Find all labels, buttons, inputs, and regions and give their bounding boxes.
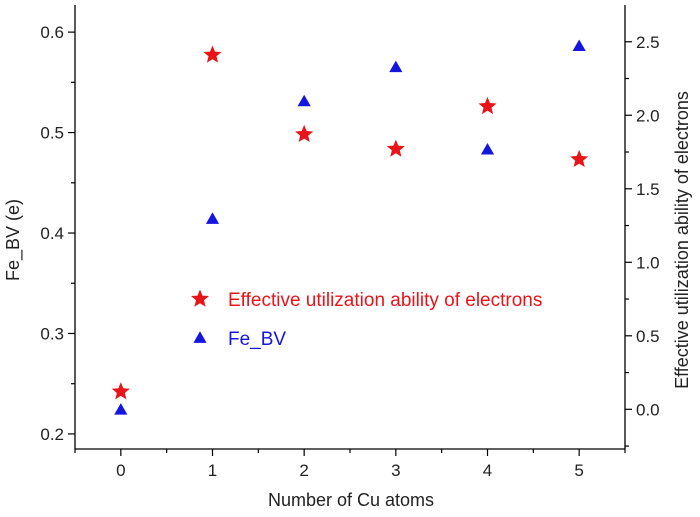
y-left-tick-label: 0.3: [40, 324, 64, 343]
y-right-tick-label: 0.5: [636, 327, 660, 346]
triangle-point: [205, 212, 220, 224]
star-point: [478, 96, 497, 115]
y-right-tick-label: 2.0: [636, 106, 660, 125]
y-left-tick-label: 0.4: [40, 224, 64, 243]
legend: Effective utilization ability of electro…: [190, 289, 542, 350]
star-point: [203, 45, 222, 63]
star-point: [295, 124, 314, 143]
y-right-tick-label: 2.5: [636, 33, 660, 52]
x-tick-label: 4: [483, 461, 492, 480]
star-point: [111, 382, 130, 400]
y-axis-left-title: Fe_BV (e): [3, 199, 24, 281]
triangle-point: [572, 39, 586, 52]
x-tick-label: 1: [208, 461, 217, 480]
y-right-tick-label: 0.0: [636, 400, 660, 419]
y-right-tick-label: 1.0: [636, 253, 660, 272]
star-point: [386, 139, 405, 157]
triangle-point: [297, 94, 311, 107]
legend-marker: [190, 289, 210, 307]
y-axis-right-title: Effective utilization ability of electro…: [672, 91, 692, 389]
x-tick-label: 0: [116, 461, 125, 480]
triangle-point: [480, 142, 495, 155]
triangle-point: [114, 403, 128, 415]
y-left-tick-label: 0.5: [40, 124, 64, 143]
y-left-tick-label: 0.6: [40, 23, 64, 42]
triangle-point: [389, 60, 403, 73]
legend-label: Effective utilization ability of electro…: [228, 290, 542, 311]
ticks: 0 1 2 3 4 5 0.2 0.3 0.4 0.5 0.6 0.0 0.5 1.0 1.5 2.0 2.5: [40, 23, 659, 480]
x-tick-label: 3: [391, 461, 400, 480]
star-point: [570, 149, 589, 168]
y-right-tick-label: 1.5: [636, 180, 660, 199]
legend-label: Fe_BV: [228, 329, 286, 350]
legend-marker: [193, 331, 207, 343]
x-tick-label: 5: [574, 461, 583, 480]
x-tick-label: 2: [299, 461, 308, 480]
data-marks: [111, 39, 589, 415]
x-axis-title: Number of Cu atoms: [268, 490, 434, 510]
axes: [74, 5, 626, 450]
y-left-tick-label: 0.2: [40, 425, 64, 444]
